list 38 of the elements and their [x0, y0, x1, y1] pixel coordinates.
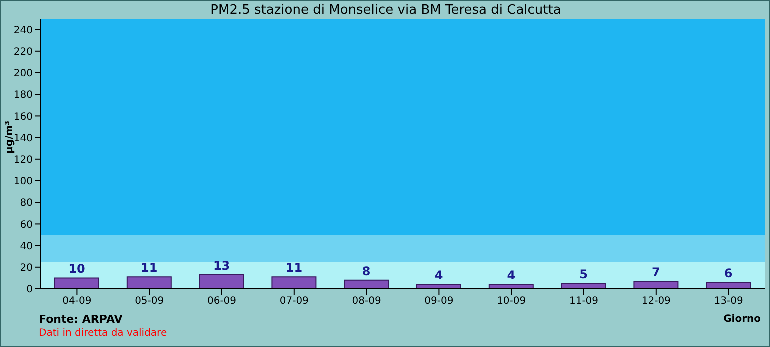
y-tick-label: 20 — [20, 262, 33, 274]
data-label: 4 — [507, 268, 516, 283]
data-label: 4 — [434, 268, 444, 283]
data-label: 10 — [68, 262, 86, 276]
y-tick-label: 140 — [14, 133, 33, 144]
data-label: 7 — [652, 265, 660, 280]
chart-title: PM2.5 stazione di Monselice via BM Teresa di Calcutta — [210, 3, 562, 18]
data-label: 11 — [286, 261, 303, 276]
x-tick-label: 13-09 — [714, 296, 744, 308]
x-tick-label: 12-09 — [642, 296, 671, 308]
x-tick-label: 09-09 — [424, 296, 454, 308]
data-label: 11 — [141, 261, 158, 276]
data-label: 6 — [724, 266, 733, 281]
text: Dati in diretta da validare — [39, 328, 168, 339]
y-tick-label: 120 — [14, 154, 33, 166]
y-tick-label: 100 — [14, 176, 33, 188]
y-tick-label: 240 — [14, 25, 33, 36]
y-tick-label: 160 — [14, 112, 33, 123]
y-axis-title: µg/m³ — [4, 121, 16, 154]
y-tick-label: 180 — [14, 90, 33, 102]
data-label: 5 — [580, 268, 588, 282]
y-tick-label: 200 — [14, 68, 33, 80]
y-tick-label: 40 — [20, 241, 33, 252]
x-tick-label: 04-09 — [62, 296, 92, 308]
x-axis-title: Giorno — [724, 314, 761, 325]
data-label: 8 — [362, 264, 371, 278]
x-tick-label: 07-09 — [280, 296, 309, 308]
x-tick-label: 11-09 — [569, 296, 599, 308]
source-note: Fonte: ARPAV — [39, 313, 123, 326]
x-tick-label: 05-09 — [135, 296, 164, 308]
x-tick-label: 08-09 — [352, 296, 382, 308]
data-label: 13 — [213, 258, 230, 273]
y-tick-label: 80 — [20, 198, 33, 210]
x-tick-label: 06-09 — [207, 296, 237, 308]
y-tick-label: 60 — [20, 220, 33, 231]
x-tick-label: 10-09 — [497, 296, 526, 308]
y-tick-label: 220 — [14, 46, 33, 58]
y-tick-label: 0 — [26, 284, 33, 296]
